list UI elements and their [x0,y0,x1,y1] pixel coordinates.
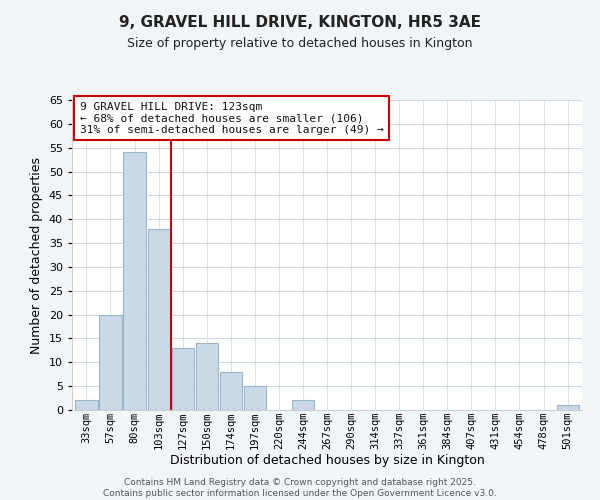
Text: 9, GRAVEL HILL DRIVE, KINGTON, HR5 3AE: 9, GRAVEL HILL DRIVE, KINGTON, HR5 3AE [119,15,481,30]
Bar [172,348,194,410]
Bar [557,405,578,410]
Bar [100,314,122,410]
Bar [220,372,242,410]
Text: 9 GRAVEL HILL DRIVE: 123sqm
← 68% of detached houses are smaller (106)
31% of se: 9 GRAVEL HILL DRIVE: 123sqm ← 68% of det… [80,102,383,134]
Text: Contains HM Land Registry data © Crown copyright and database right 2025.
Contai: Contains HM Land Registry data © Crown c… [103,478,497,498]
Bar [196,343,218,410]
Bar [292,400,314,410]
Y-axis label: Number of detached properties: Number of detached properties [30,156,43,354]
Bar [244,386,266,410]
Bar [76,400,98,410]
Bar [124,152,146,410]
Text: Size of property relative to detached houses in Kington: Size of property relative to detached ho… [127,38,473,51]
X-axis label: Distribution of detached houses by size in Kington: Distribution of detached houses by size … [170,454,484,468]
Bar [148,229,170,410]
